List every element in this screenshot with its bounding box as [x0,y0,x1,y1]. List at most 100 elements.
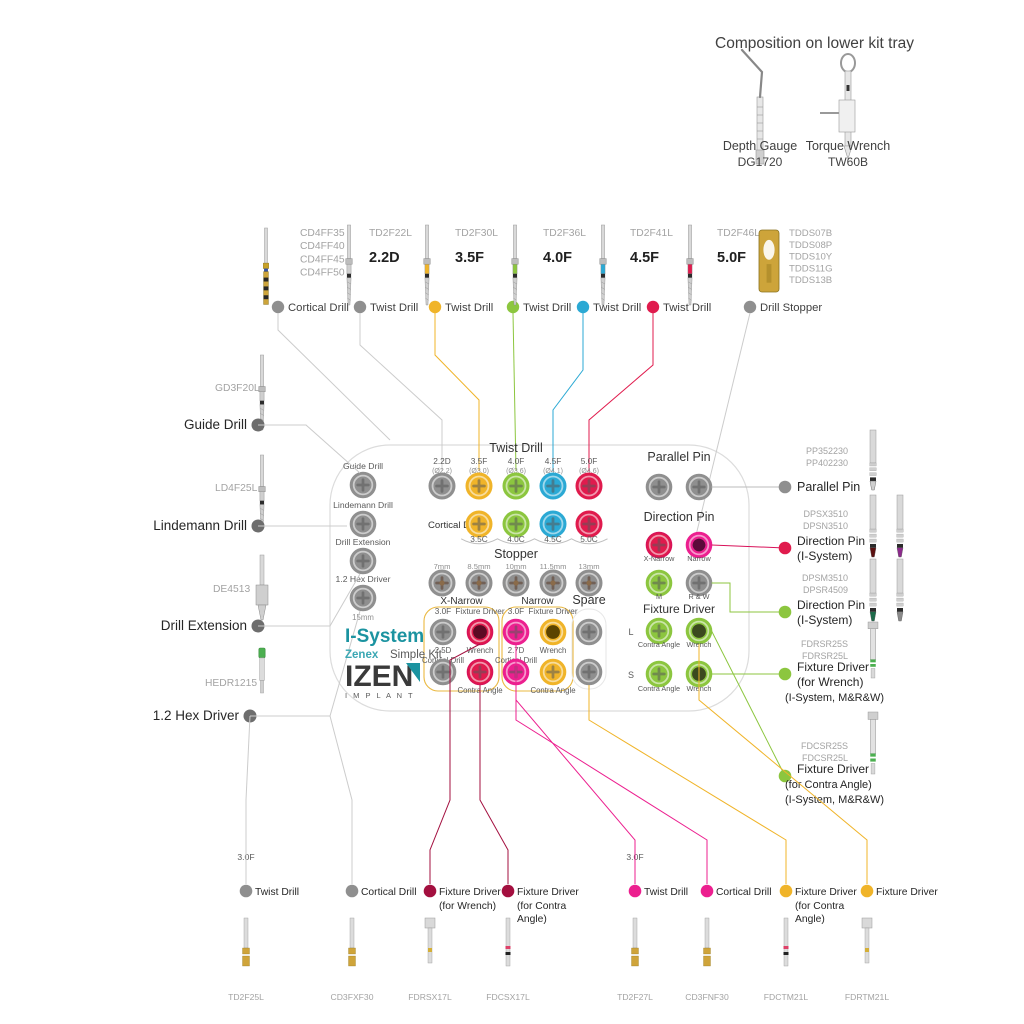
svg-text:3.0F: 3.0F [508,607,524,616]
svg-text:TD2F30L: TD2F30L [455,228,498,239]
svg-text:CD4FF40: CD4FF40 [300,241,345,252]
svg-text:3.5F: 3.5F [471,456,488,466]
svg-text:(for Contra: (for Contra [517,901,566,912]
svg-text:Twist Drill: Twist Drill [445,302,493,314]
svg-text:Fixture Driver: Fixture Driver [795,887,857,898]
svg-text:Direction Pin: Direction Pin [797,598,865,612]
svg-text:Lindemann Drill: Lindemann Drill [153,518,247,533]
svg-text:DPSX3510: DPSX3510 [803,509,848,519]
svg-text:TD2F25L: TD2F25L [228,992,264,1002]
svg-text:TDDS07B: TDDS07B [789,228,832,239]
svg-text:TD2F22L: TD2F22L [369,228,412,239]
svg-text:FDRSR25S: FDRSR25S [801,639,848,649]
svg-text:DPSN3510: DPSN3510 [803,521,848,531]
svg-text:Narrow: Narrow [687,554,711,563]
svg-text:IZEN: IZEN [345,660,413,693]
svg-text:PP402230: PP402230 [806,458,848,468]
svg-text:FDRSX17L: FDRSX17L [408,992,452,1002]
svg-text:TDDS11G: TDDS11G [789,263,833,274]
svg-text:Guide Drill: Guide Drill [184,417,247,432]
svg-text:CD4FF50: CD4FF50 [300,268,345,279]
svg-text:Fixture Driver: Fixture Driver [643,602,715,616]
svg-text:4.5C: 4.5C [544,534,562,544]
svg-text:FDCSR25S: FDCSR25S [801,741,848,751]
svg-text:Stopper: Stopper [494,547,538,561]
svg-text:TDDS10Y: TDDS10Y [789,252,833,263]
svg-text:Fixture Driver: Fixture Driver [439,887,501,898]
svg-text:Twist Drill: Twist Drill [663,302,711,314]
svg-text:Twist Drill: Twist Drill [644,887,688,898]
svg-text:TD2F36L: TD2F36L [543,228,586,239]
svg-text:(for Contra: (for Contra [795,901,844,912]
svg-text:Twist Drill: Twist Drill [255,887,299,898]
svg-text:DG1720: DG1720 [738,155,783,169]
svg-text:Twist Drill: Twist Drill [523,302,571,314]
svg-text:Torque Wrench: Torque Wrench [806,139,891,153]
svg-text:DPSM3510: DPSM3510 [802,573,848,583]
svg-text:2.2D: 2.2D [433,456,451,466]
svg-text:LD4F25L: LD4F25L [215,483,258,494]
svg-text:Fixture Driver: Fixture Driver [455,607,504,616]
svg-text:Drill Extension: Drill Extension [161,618,247,633]
svg-text:Fixture Driver: Fixture Driver [528,607,577,616]
svg-text:(for Wrench): (for Wrench) [797,675,863,689]
svg-text:4.0C: 4.0C [507,534,525,544]
svg-text:Fixture Driver: Fixture Driver [876,887,938,898]
svg-text:DPSR4509: DPSR4509 [803,585,848,595]
svg-text:Cortical Drill: Cortical Drill [288,302,349,314]
svg-text:CD4FF35: CD4FF35 [300,228,345,239]
svg-text:(I-System, M&R&W): (I-System, M&R&W) [785,692,884,704]
svg-text:3.5C: 3.5C [470,534,488,544]
svg-text:GD3F20L: GD3F20L [215,383,260,394]
svg-text:(I-System): (I-System) [797,549,852,563]
svg-text:CD3FNF30: CD3FNF30 [685,992,729,1002]
svg-text:5.0C: 5.0C [580,534,598,544]
svg-text:Wrench: Wrench [467,646,494,655]
svg-text:Guide Drill: Guide Drill [343,461,383,471]
svg-text:3.0F: 3.0F [435,607,451,616]
svg-text:3.5F: 3.5F [455,250,484,266]
svg-text:Fixture Driver: Fixture Driver [517,887,579,898]
svg-text:2.2D: 2.2D [369,250,400,266]
svg-text:Wrench: Wrench [540,646,567,655]
svg-text:Twist Drill: Twist Drill [593,302,641,314]
svg-text:(for Contra Angle): (for Contra Angle) [785,779,872,791]
svg-text:FDCSX17L: FDCSX17L [486,992,530,1002]
svg-text:DE4513: DE4513 [213,584,250,595]
svg-text:I-System: I-System [345,626,424,647]
svg-text:Drill Stopper: Drill Stopper [760,302,822,314]
svg-text:FDRTM21L: FDRTM21L [845,992,889,1002]
svg-text:Cortical Drill: Cortical Drill [361,887,417,898]
svg-text:Fixture Driver: Fixture Driver [797,660,869,674]
svg-text:X-Narrow: X-Narrow [440,596,483,607]
svg-text:Twist Drill: Twist Drill [370,302,418,314]
svg-text:Cortical Drill: Cortical Drill [716,887,772,898]
svg-text:TW60B: TW60B [828,155,868,169]
svg-text:Fixture Driver: Fixture Driver [797,762,869,776]
svg-text:TD2F41L: TD2F41L [630,228,673,239]
svg-text:TD2F46L: TD2F46L [717,228,760,239]
svg-text:Parallel Pin: Parallel Pin [647,450,710,464]
svg-text:CD4FF45: CD4FF45 [300,254,345,265]
svg-text:Drill Extension: Drill Extension [336,537,391,547]
svg-text:(for Wrench): (for Wrench) [439,901,496,912]
svg-text:X-Narrow: X-Narrow [644,554,676,563]
svg-text:Contra Angle: Contra Angle [638,684,680,693]
svg-text:HEDR1215: HEDR1215 [205,678,257,689]
svg-text:I M P L A N T: I M P L A N T [345,691,415,700]
svg-text:CD3FXF30: CD3FXF30 [331,992,374,1002]
svg-text:M: M [656,592,662,601]
svg-text:(I-System, M&R&W): (I-System, M&R&W) [785,794,884,806]
svg-text:1.2 Hex Driver: 1.2 Hex Driver [336,574,391,584]
svg-text:PP352230: PP352230 [806,446,848,456]
svg-text:Lindemann Drill: Lindemann Drill [333,500,393,510]
svg-text:TDDS08P: TDDS08P [789,240,832,251]
svg-text:Angle): Angle) [795,914,825,925]
svg-text:5.0F: 5.0F [581,456,598,466]
svg-text:(I-System): (I-System) [797,613,852,627]
svg-text:Parallel Pin: Parallel Pin [797,480,860,494]
svg-text:Contra Angle: Contra Angle [638,640,680,649]
svg-text:5.0F: 5.0F [717,250,746,266]
svg-text:Twist Drill: Twist Drill [489,441,542,455]
svg-text:Contra Angle: Contra Angle [530,686,575,695]
